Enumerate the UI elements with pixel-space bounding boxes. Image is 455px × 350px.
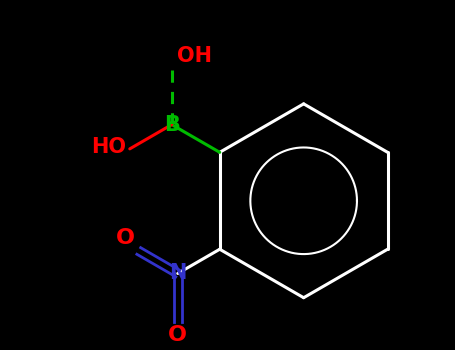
Text: B: B (164, 114, 180, 135)
Text: OH: OH (177, 46, 212, 66)
Text: HO: HO (91, 137, 126, 157)
Text: O: O (116, 228, 135, 247)
Text: O: O (168, 326, 187, 345)
Text: N: N (169, 264, 187, 284)
